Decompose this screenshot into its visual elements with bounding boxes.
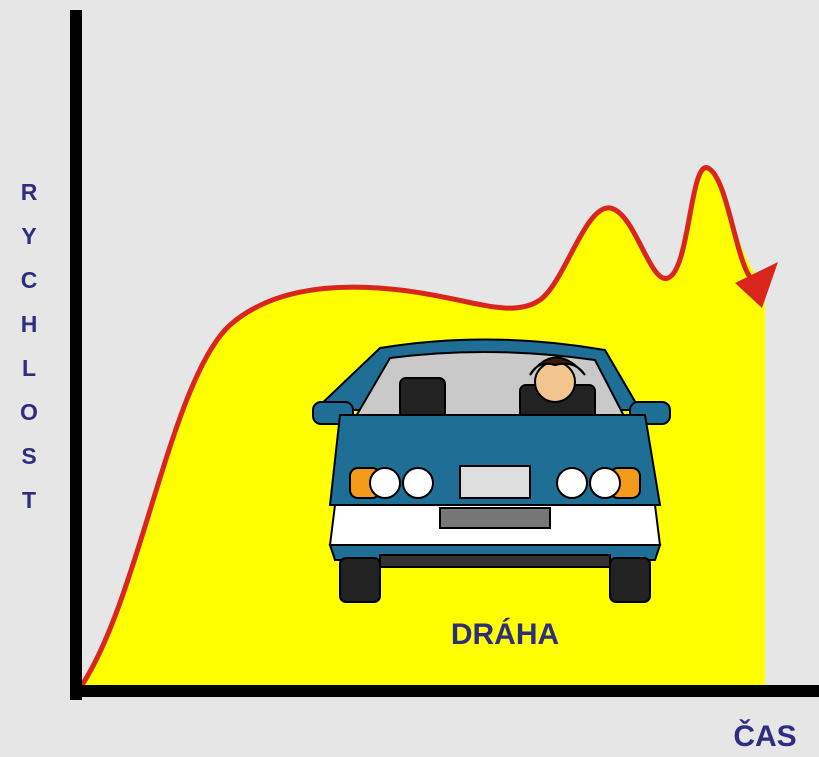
x-axis xyxy=(70,685,819,697)
car xyxy=(312,338,671,603)
curve xyxy=(77,165,755,690)
y-axis xyxy=(70,10,82,700)
x-axis-label: ČAS xyxy=(733,720,797,753)
area-label: DRÁHA xyxy=(450,618,560,651)
y-axis-label: RYCHLOST xyxy=(20,179,38,513)
arrow-head xyxy=(735,262,778,308)
